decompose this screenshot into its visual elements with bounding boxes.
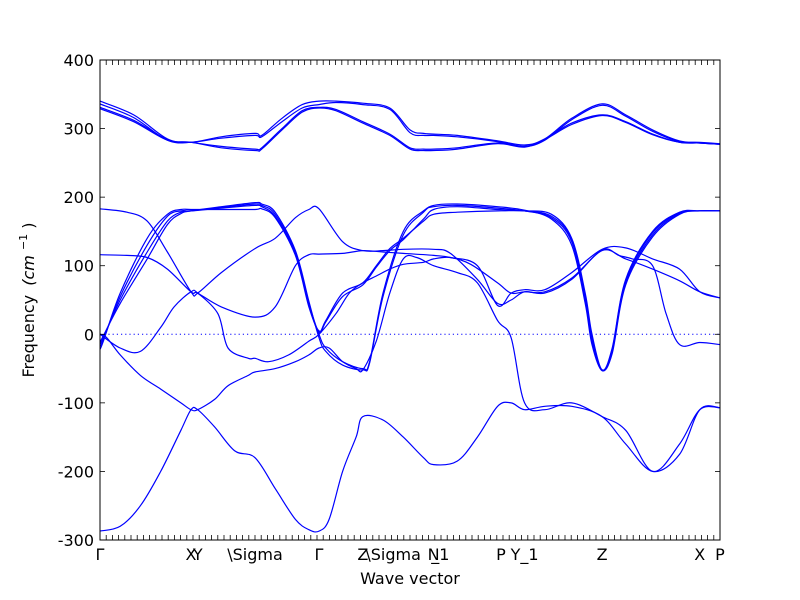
- x-tick-label: P: [496, 545, 506, 564]
- x-tick-label: X: [185, 545, 196, 564]
- y-tick-label: 0: [84, 325, 94, 344]
- x-tick-label: \Sigma: [227, 545, 283, 564]
- y-tick-label: -200: [58, 462, 94, 481]
- y-tick-label: -300: [58, 531, 94, 550]
- x-tick-label: X: [694, 545, 705, 564]
- band-line-11: [99, 248, 721, 363]
- x-tick-label: P: [715, 545, 725, 564]
- band-lines: [99, 100, 721, 533]
- x-tick-label: _1: [430, 545, 449, 565]
- x-axis-title: Wave vector: [360, 569, 460, 588]
- x-axis-ticks: Γ XY \Sigma Γ Z\Sigma N_1 P Y_1 Z X P: [96, 60, 725, 565]
- band-line-12: [99, 254, 721, 473]
- band-line-1: [99, 100, 721, 146]
- y-axis-title: Frequency (cm −1 ): [12, 222, 38, 377]
- x-tick-label: Y_1: [510, 545, 539, 565]
- band-line-2: [99, 101, 721, 148]
- band-line-9: [99, 205, 721, 306]
- y-axis-title-unit: (cm: [19, 255, 38, 286]
- y-tick-label: 200: [63, 188, 94, 207]
- x-tick-label: Γ: [96, 545, 105, 564]
- band-line-7: [99, 203, 721, 371]
- x-tick-label: Z: [597, 545, 608, 564]
- x-tick-label: Z: [357, 545, 368, 564]
- y-axis-title-main: Frequency: [19, 295, 38, 378]
- y-tick-label: 100: [63, 257, 94, 276]
- x-tick-label: N: [428, 545, 440, 564]
- y-tick-label: 400: [63, 51, 94, 70]
- y-axis-title-exponent: −1: [17, 234, 30, 250]
- band-line-6: [99, 204, 721, 372]
- x-tick-label: Y: [192, 545, 203, 564]
- y-axis-ticks: -300 -200 -100 0 100 200 300 400: [58, 51, 720, 550]
- x-tick-label: \Sigma: [365, 545, 421, 564]
- y-axis-title-close: ): [19, 222, 38, 228]
- x-tick-label: Γ: [315, 545, 324, 564]
- y-tick-label: -100: [58, 394, 94, 413]
- band-line-8: [99, 201, 721, 372]
- band-line-3: [99, 106, 721, 151]
- band-line-4: [99, 107, 721, 152]
- y-tick-label: 300: [63, 120, 94, 139]
- band-line-13: [99, 401, 721, 533]
